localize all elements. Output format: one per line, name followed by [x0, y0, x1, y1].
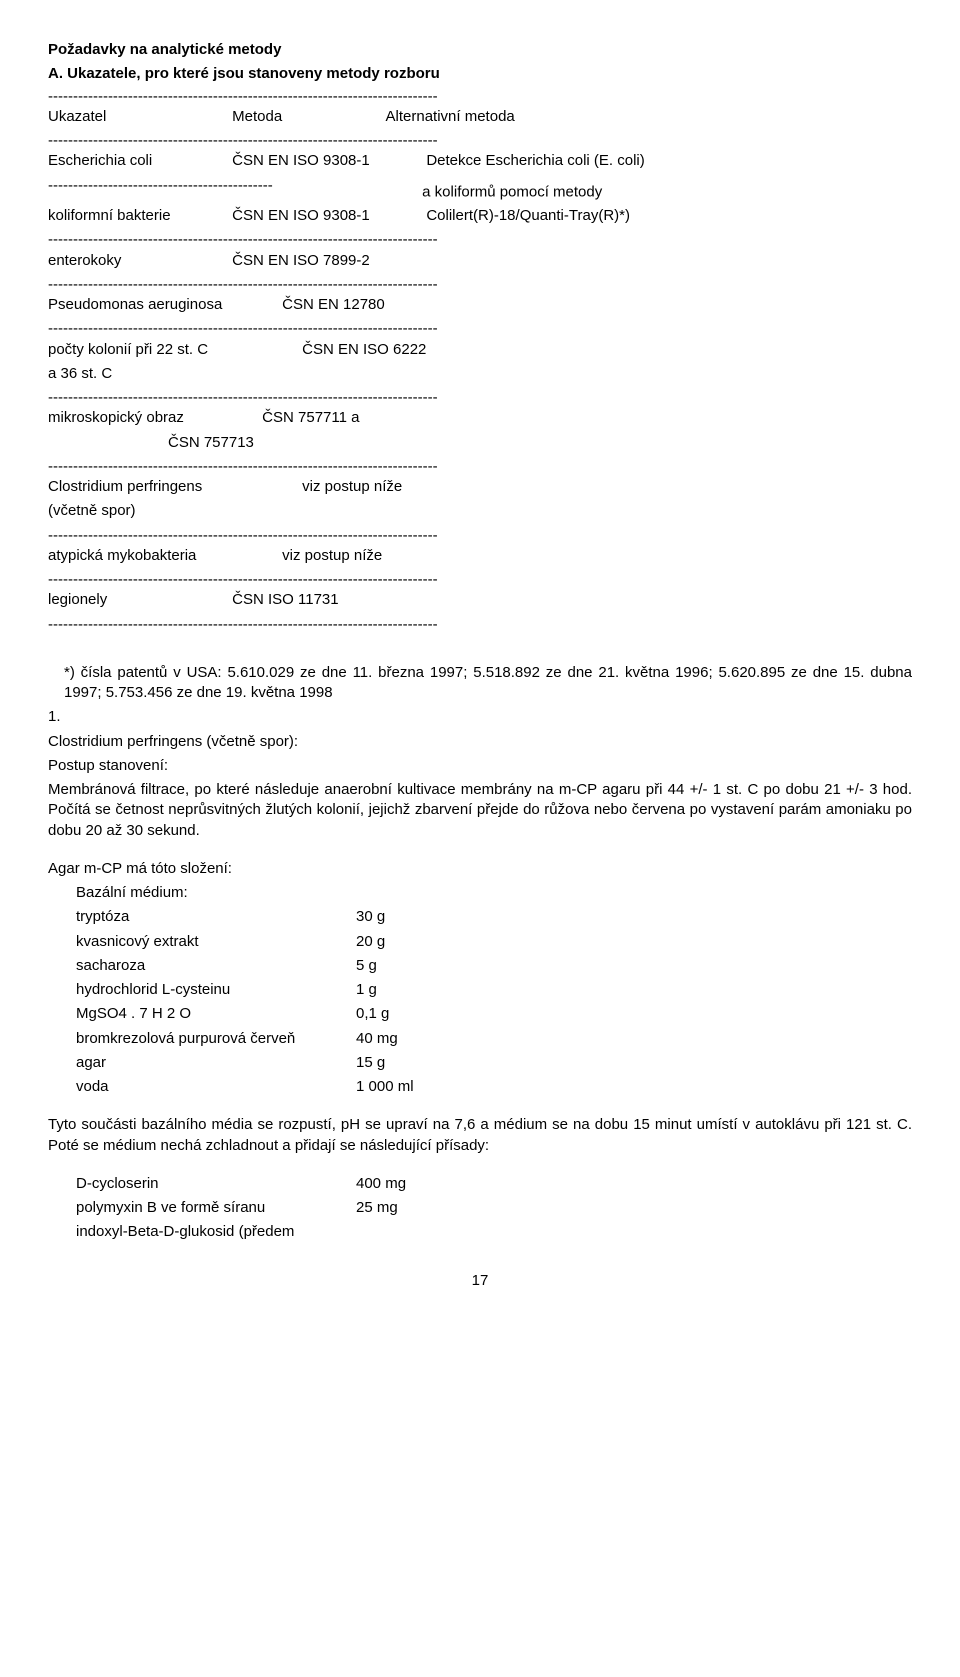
additive-name: polymyxin B ve formě síranu — [76, 1198, 356, 1218]
composition-row: hydrochlorid L-cysteinu1 g — [48, 980, 912, 1000]
cell: atypická mykobakteria — [48, 546, 278, 566]
cell: Colilert(R)-18/Quanti-Tray(R)*) — [426, 207, 630, 224]
cell: Pseudomonas aeruginosa — [48, 295, 278, 315]
cell: legionely — [48, 590, 228, 610]
cell: a koliformů pomocí metody — [422, 183, 602, 200]
ingredient-name: voda — [76, 1077, 356, 1097]
divider: ----------------------------------------… — [48, 570, 668, 590]
composition-row: bromkrezolová purpurová červeň40 mg — [48, 1029, 912, 1049]
table-header: Ukazatel Metoda Alternativní metoda — [48, 107, 912, 127]
divider: ----------------------------------------… — [48, 131, 668, 151]
ingredient-name: hydrochlorid L-cysteinu — [76, 980, 356, 1000]
agar-subheading: Bazální médium: — [48, 883, 912, 903]
cell: koliformní bakterie — [48, 206, 228, 226]
ingredient-amount: 30 g — [356, 908, 385, 925]
ingredient-amount: 0,1 g — [356, 1005, 389, 1022]
procedure-body: Membránová filtrace, po které následuje … — [48, 780, 912, 841]
divider: ----------------------------------------… — [48, 275, 668, 295]
additive-amount: 400 mg — [356, 1175, 406, 1192]
divider: ----------------------------------------… — [48, 87, 668, 107]
cell: Escherichia coli — [48, 151, 228, 171]
table-row: Pseudomonas aeruginosa ČSN EN 12780 — [48, 295, 912, 315]
table-row: a 36 st. C — [48, 364, 912, 384]
table-row: atypická mykobakteria viz postup níže — [48, 546, 912, 566]
procedure-heading: Postup stanovení: — [48, 756, 912, 776]
composition-row: sacharoza5 g — [48, 956, 912, 976]
ingredient-name: agar — [76, 1053, 356, 1073]
table-row: ČSN 757713 — [48, 433, 912, 453]
ingredient-name: tryptóza — [76, 907, 356, 927]
table-row: počty kolonií při 22 st. C ČSN EN ISO 62… — [48, 340, 912, 360]
list-item-title: Clostridium perfringens (včetně spor): — [48, 732, 912, 752]
table-row: ----------------------------------------… — [48, 176, 912, 203]
table-row: koliformní bakterie ČSN EN ISO 9308-1 Co… — [48, 206, 912, 226]
additive-row: polymyxin B ve formě síranu25 mg — [48, 1198, 912, 1218]
cell: mikroskopický obraz — [48, 408, 258, 428]
divider: ----------------------------------------… — [48, 388, 668, 408]
page-title: Požadavky na analytické metody — [48, 40, 912, 60]
divider: ----------------------------------------… — [48, 319, 668, 339]
ingredient-name: kvasnicový extrakt — [76, 932, 356, 952]
cell: ČSN 757713 — [168, 434, 254, 451]
half-divider: ----------------------------------------… — [48, 176, 418, 196]
composition-row: agar15 g — [48, 1053, 912, 1073]
cell: a 36 st. C — [48, 365, 112, 382]
cell: Clostridium perfringens — [48, 477, 298, 497]
additive-row: D-cycloserin400 mg — [48, 1174, 912, 1194]
composition-row: voda1 000 ml — [48, 1077, 912, 1097]
cell: ČSN EN ISO 6222 — [302, 341, 426, 358]
divider: ----------------------------------------… — [48, 615, 668, 635]
cell: ČSN ISO 11731 — [232, 591, 338, 608]
cell: ČSN 757711 a — [262, 409, 359, 426]
table-row: mikroskopický obraz ČSN 757711 a — [48, 408, 912, 428]
col-ukazatel: Ukazatel — [48, 107, 228, 127]
cell: ČSN EN ISO 7899-2 — [232, 252, 370, 269]
list-item-number: 1. — [48, 707, 912, 727]
cell: viz postup níže — [282, 547, 382, 564]
section-a-heading: A. Ukazatele, pro které jsou stanoveny m… — [48, 64, 912, 84]
agar-composition-list: tryptóza30 gkvasnicový extrakt20 gsachar… — [48, 907, 912, 1097]
ingredient-amount: 1 g — [356, 981, 377, 998]
composition-row: tryptóza30 g — [48, 907, 912, 927]
divider: ----------------------------------------… — [48, 457, 668, 477]
table-row: Escherichia coli ČSN EN ISO 9308-1 Detek… — [48, 151, 912, 171]
cell: viz postup níže — [302, 478, 402, 495]
additive-name: indoxyl-Beta-D-glukosid (předem — [76, 1222, 356, 1242]
agar-heading: Agar m-CP má tóto složení: — [48, 859, 912, 879]
mix-body: Tyto součásti bazálního média se rozpust… — [48, 1115, 912, 1156]
additives-list: D-cycloserin400 mgpolymyxin B ve formě s… — [48, 1174, 912, 1243]
cell: ČSN EN ISO 9308-1 — [232, 151, 422, 171]
ingredient-amount: 40 mg — [356, 1030, 398, 1047]
ingredient-name: bromkrezolová purpurová červeň — [76, 1029, 356, 1049]
col-metoda: Metoda — [232, 107, 382, 127]
additive-name: D-cycloserin — [76, 1174, 356, 1194]
patent-note: *) čísla patentů v USA: 5.610.029 ze dne… — [48, 663, 912, 704]
composition-row: MgSO4 . 7 H 2 O0,1 g — [48, 1004, 912, 1024]
ingredient-amount: 20 g — [356, 933, 385, 950]
composition-row: kvasnicový extrakt20 g — [48, 932, 912, 952]
cell: ČSN EN 12780 — [282, 296, 385, 313]
additive-amount: 25 mg — [356, 1199, 398, 1216]
cell: Detekce Escherichia coli (E. coli) — [426, 152, 644, 169]
ingredient-amount: 5 g — [356, 957, 377, 974]
cell: enterokoky — [48, 251, 228, 271]
col-alt: Alternativní metoda — [386, 108, 515, 125]
additive-row: indoxyl-Beta-D-glukosid (předem — [48, 1222, 912, 1242]
ingredient-amount: 1 000 ml — [356, 1078, 414, 1095]
ingredient-name: sacharoza — [76, 956, 356, 976]
divider: ----------------------------------------… — [48, 230, 668, 250]
cell: ČSN EN ISO 9308-1 — [232, 206, 422, 226]
page-number: 17 — [48, 1271, 912, 1291]
table-row: Clostridium perfringens viz postup níže — [48, 477, 912, 497]
table-row: (včetně spor) — [48, 501, 912, 521]
ingredient-amount: 15 g — [356, 1054, 385, 1071]
table-row: legionely ČSN ISO 11731 — [48, 590, 912, 610]
cell: (včetně spor) — [48, 502, 136, 519]
cell: počty kolonií při 22 st. C — [48, 340, 298, 360]
divider: ----------------------------------------… — [48, 526, 668, 546]
table-row: enterokoky ČSN EN ISO 7899-2 — [48, 251, 912, 271]
ingredient-name: MgSO4 . 7 H 2 O — [76, 1004, 356, 1024]
